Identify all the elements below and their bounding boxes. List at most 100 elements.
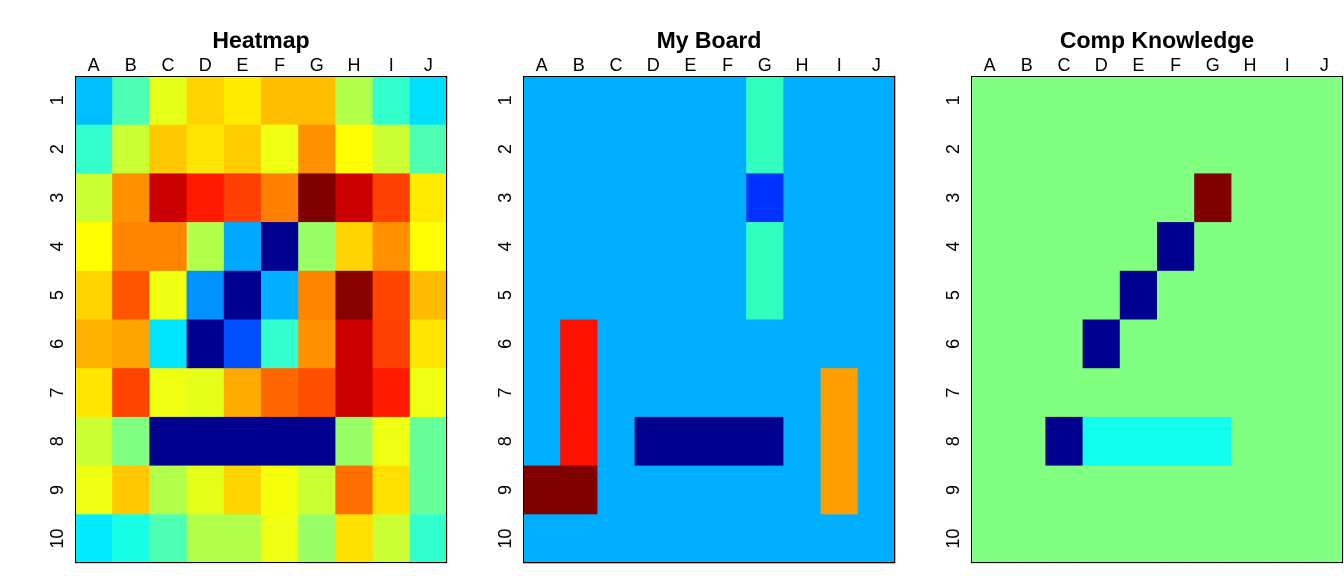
heatmap-cell <box>335 514 374 564</box>
heatmap-cell <box>523 416 561 467</box>
heatmap-cell <box>149 465 188 515</box>
heatmap-cell <box>223 124 262 174</box>
column-tick-label: H <box>1244 55 1257 75</box>
heatmap-cell <box>597 270 636 321</box>
heatmap-cell <box>560 465 598 515</box>
heatmap-cell <box>1194 270 1232 321</box>
heatmap-cell <box>1008 514 1046 564</box>
heatmap-cell <box>820 173 859 223</box>
heatmap-cell <box>857 416 896 467</box>
heatmap-cell <box>298 514 336 564</box>
heatmap-cell <box>372 222 411 272</box>
row-tick-label: 1 <box>495 95 515 105</box>
heatmap-cell <box>261 416 299 467</box>
heatmap-cell <box>709 173 747 223</box>
heatmap-cell <box>857 465 896 515</box>
heatmap-cell <box>1194 124 1232 174</box>
heatmap-cell <box>523 319 561 369</box>
heatmap-cell <box>372 368 411 418</box>
heatmap-cell <box>1305 368 1344 418</box>
heatmap-cell <box>560 270 598 321</box>
heatmap-cell <box>261 76 299 126</box>
heatmap-cell <box>1157 416 1195 467</box>
heatmap-cell <box>1268 124 1307 174</box>
column-tick-label: H <box>348 55 361 75</box>
heatmap-cell <box>335 368 374 418</box>
heatmap-cell <box>820 222 859 272</box>
heatmap-cell <box>671 514 710 564</box>
heatmap-cell <box>372 173 411 223</box>
chart-title: My Board <box>657 27 762 53</box>
heatmap-cell <box>857 124 896 174</box>
heatmap-cell <box>1082 416 1121 467</box>
heatmap-cell <box>671 319 710 369</box>
heatmap-cell <box>372 416 411 467</box>
heatmap-cell <box>1305 319 1344 369</box>
row-tick-label: 10 <box>943 529 963 549</box>
heatmap-cell <box>709 270 747 321</box>
heatmap-cell <box>1231 368 1270 418</box>
column-tick-label: J <box>1320 55 1329 75</box>
heatmap-cell <box>149 76 188 126</box>
heatmap-cell <box>409 368 448 418</box>
column-tick-label: H <box>796 55 809 75</box>
heatmap-cell <box>149 173 188 223</box>
heatmap-cell <box>149 222 188 272</box>
row-tick-label: 5 <box>495 290 515 300</box>
row-tick-label: 3 <box>943 193 963 203</box>
heatmap-cell <box>261 222 299 272</box>
heatmap-cell <box>1082 124 1121 174</box>
heatmap-cell <box>634 416 673 467</box>
heatmap-cell <box>597 416 636 467</box>
heatmap-cell <box>75 270 113 321</box>
heatmap-cell <box>298 319 336 369</box>
heatmap-cell <box>560 222 598 272</box>
heatmap-cell <box>709 76 747 126</box>
heatmap-cell <box>298 368 336 418</box>
heatmap-cell <box>223 319 262 369</box>
heatmap-cell <box>1157 514 1195 564</box>
column-tick-label: F <box>274 55 285 75</box>
heatmap-cell <box>112 465 150 515</box>
heatmap-cell <box>149 514 188 564</box>
heatmap-cell <box>1045 270 1084 321</box>
column-tick-label: A <box>88 55 100 75</box>
heatmap-cell <box>223 514 262 564</box>
row-tick-label: 1 <box>47 95 67 105</box>
heatmap-cell <box>709 319 747 369</box>
heatmap-cell <box>223 76 262 126</box>
heatmap-cell <box>971 465 1009 515</box>
heatmap-cell <box>335 222 374 272</box>
heatmap-cell <box>783 124 822 174</box>
heatmap-cell <box>409 76 448 126</box>
row-tick-label: 3 <box>47 193 67 203</box>
row-tick-label: 4 <box>943 241 963 251</box>
column-tick-label: B <box>573 55 585 75</box>
heatmap-cell <box>261 514 299 564</box>
heatmap-cell <box>1008 465 1046 515</box>
heatmap-cell <box>112 76 150 126</box>
heatmap-cell <box>1194 416 1232 467</box>
row-tick-label: 4 <box>47 241 67 251</box>
heatmap-cell <box>75 368 113 418</box>
heatmap-cell <box>1157 368 1195 418</box>
heatmap-cell <box>820 76 859 126</box>
heatmap-cell <box>523 514 561 564</box>
heatmap-cell <box>597 173 636 223</box>
heatmap-cell <box>634 270 673 321</box>
heatmap-cell <box>298 173 336 223</box>
heatmap-cell <box>971 173 1009 223</box>
heatmap-cell <box>372 465 411 515</box>
heatmap-cell <box>820 416 859 467</box>
row-tick-label: 2 <box>47 144 67 154</box>
row-tick-label: 8 <box>495 436 515 446</box>
row-tick-label: 2 <box>943 144 963 154</box>
heatmap-cell <box>820 270 859 321</box>
heatmap-cell <box>1119 222 1158 272</box>
heatmap-cell <box>746 416 784 467</box>
heatmap-cell <box>634 514 673 564</box>
heatmap-cell <box>1045 124 1084 174</box>
column-tick-label: E <box>236 55 248 75</box>
heatmap-cell <box>1082 514 1121 564</box>
heatmap-cell <box>298 76 336 126</box>
